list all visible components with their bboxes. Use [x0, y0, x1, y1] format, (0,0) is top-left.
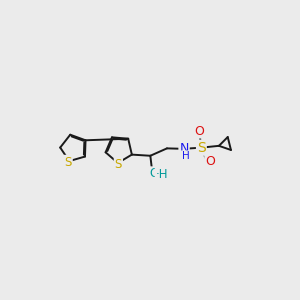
- Text: H: H: [182, 151, 189, 161]
- Text: S: S: [115, 158, 122, 171]
- Text: ·H: ·H: [156, 168, 168, 181]
- Text: O: O: [194, 124, 204, 137]
- Text: S: S: [197, 141, 206, 155]
- Text: N: N: [179, 142, 189, 155]
- Text: O: O: [205, 155, 215, 169]
- Text: S: S: [64, 156, 72, 169]
- Text: O: O: [150, 167, 159, 180]
